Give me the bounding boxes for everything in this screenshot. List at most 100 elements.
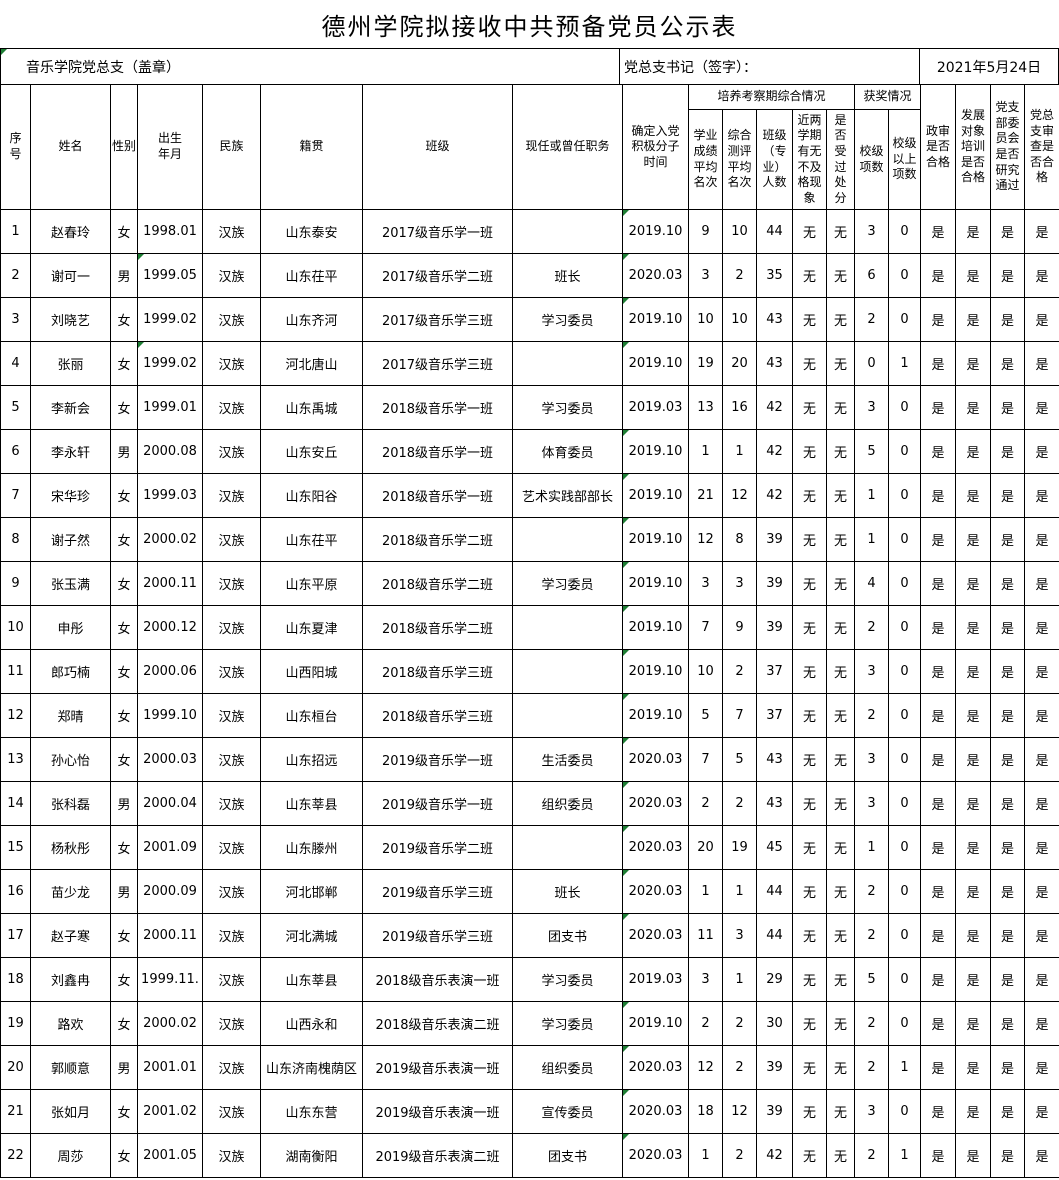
- cell-general_review: 是: [1024, 913, 1059, 958]
- cell-native: 山东莘县: [260, 957, 363, 1002]
- cell-position: [512, 341, 623, 386]
- cell-position: 学习委员: [512, 1001, 623, 1046]
- cell-failed: 无: [792, 385, 827, 430]
- date-cell: 2021年5月24日: [920, 48, 1059, 85]
- cell-gender: 男: [110, 781, 138, 826]
- cell-political: 是: [920, 253, 957, 298]
- cell-above_awards: 0: [887, 605, 922, 650]
- table-row: 13 孙心怡女 2000.03 汉族 山东招远 2019级音乐学一班 生活委员 2020.03…: [0, 737, 1059, 782]
- cell-political: 是: [920, 1001, 957, 1046]
- cell-general_review: 是: [1024, 1089, 1059, 1134]
- cell-ethnicity: 汉族: [202, 385, 261, 430]
- cell-branch_committee: 是: [990, 517, 1026, 562]
- cell-index: 12: [0, 693, 31, 738]
- cell-ethnicity: 汉族: [202, 913, 261, 958]
- cell-gender: 女: [110, 737, 138, 782]
- cell-class_size: 42: [756, 1133, 793, 1178]
- cell-political: 是: [920, 1089, 957, 1134]
- table-row: 1 赵春玲女 1998.01 汉族 山东泰安 2017级音乐学一班 2019.10 9 10 44…: [0, 209, 1059, 254]
- cell-native: 山东济南槐荫区: [260, 1045, 363, 1090]
- cell-failed: 无: [792, 473, 827, 518]
- cell-disciplined: 无: [826, 649, 855, 694]
- secretary-signature-cell: 党总支书记（签字）：: [620, 48, 920, 85]
- cell-failed: 无: [792, 297, 827, 342]
- cell-class: 2018级音乐表演一班: [362, 957, 513, 1002]
- cell-disciplined: 无: [826, 517, 855, 562]
- cell-general_review: 是: [1024, 1045, 1059, 1090]
- cell-disciplined: 无: [826, 341, 855, 386]
- cell-above_awards: 1: [887, 341, 922, 386]
- cell-class: 2018级音乐学一班: [362, 429, 513, 474]
- cell-branch_committee: 是: [990, 209, 1026, 254]
- cell-ethnicity: 汉族: [202, 957, 261, 1002]
- cell-failed: 无: [792, 253, 827, 298]
- table-row: 14 张科磊男 2000.04 汉族 山东莘县 2019级音乐学一班 组织委员 2020.03…: [0, 781, 1059, 826]
- cell-above_awards: 0: [887, 385, 922, 430]
- cell-school_awards: 6: [854, 253, 889, 298]
- cell-index: 8: [0, 517, 31, 562]
- cell-class: 2018级音乐学二班: [362, 605, 513, 650]
- cell-branch_committee: 是: [990, 1133, 1026, 1178]
- cell-eval_rank: 16: [722, 385, 757, 430]
- cell-training: 是: [955, 825, 992, 870]
- cell-native: 山西阳城: [260, 649, 363, 694]
- table-row: 18 刘鑫冉女 1999.11. 汉族 山东莘县 2018级音乐表演一班 学习委员 2019.…: [0, 957, 1059, 1002]
- cell-academic_rank: 9: [688, 209, 723, 254]
- cell-position: [512, 209, 623, 254]
- cell-branch_committee: 是: [990, 1089, 1026, 1134]
- cell-eval_rank: 3: [722, 561, 757, 606]
- cell-activist_date: 2019.10: [622, 649, 689, 694]
- cell-general_review: 是: [1024, 1001, 1059, 1046]
- cell-activist_date: 2019.03: [622, 385, 689, 430]
- cell-position: [512, 693, 623, 738]
- cell-school_awards: 2: [854, 1133, 889, 1178]
- cell-class: 2017级音乐学三班: [362, 297, 513, 342]
- cell-ethnicity: 汉族: [202, 649, 261, 694]
- cell-branch_committee: 是: [990, 781, 1026, 826]
- cell-native: 湖南衡阳: [260, 1133, 363, 1178]
- cell-disciplined: 无: [826, 693, 855, 738]
- cell-branch_committee: 是: [990, 957, 1026, 1002]
- cell-ethnicity: 汉族: [202, 209, 261, 254]
- col-header-index: 序 号: [0, 84, 31, 210]
- cell-birth: 2000.03: [137, 737, 203, 782]
- cell-general_review: 是: [1024, 693, 1059, 738]
- cell-name: 李新会: [30, 385, 111, 430]
- col-header-position: 现任或曾任职务: [512, 84, 623, 210]
- cell-native: 河北唐山: [260, 341, 363, 386]
- cell-political: 是: [920, 605, 957, 650]
- cell-branch_committee: 是: [990, 737, 1026, 782]
- cell-failed: 无: [792, 825, 827, 870]
- cell-position: 生活委员: [512, 737, 623, 782]
- cell-academic_rank: 3: [688, 253, 723, 298]
- cell-activist_date: 2019.10: [622, 517, 689, 562]
- table-row: 4 张丽女 1999.02 汉族 河北唐山 2017级音乐学三班 2019.10 19 20 43…: [0, 341, 1059, 386]
- cell-training: 是: [955, 473, 992, 518]
- cell-class: 2019级音乐学三班: [362, 913, 513, 958]
- cell-position: 学习委员: [512, 561, 623, 606]
- cell-native: 山东夏津: [260, 605, 363, 650]
- cell-birth: 1998.01: [137, 209, 203, 254]
- cell-academic_rank: 13: [688, 385, 723, 430]
- cell-native: 山西永和: [260, 1001, 363, 1046]
- cell-gender: 女: [110, 297, 138, 342]
- cell-gender: 女: [110, 1001, 138, 1046]
- cell-disciplined: 无: [826, 913, 855, 958]
- cell-name: 赵子寒: [30, 913, 111, 958]
- cell-native: 山东齐河: [260, 297, 363, 342]
- cell-branch_committee: 是: [990, 913, 1026, 958]
- cell-eval_rank: 10: [722, 297, 757, 342]
- cell-disciplined: 无: [826, 429, 855, 474]
- cell-political: 是: [920, 297, 957, 342]
- cell-above_awards: 0: [887, 781, 922, 826]
- cell-ethnicity: 汉族: [202, 473, 261, 518]
- cell-ethnicity: 汉族: [202, 561, 261, 606]
- cell-political: 是: [920, 869, 957, 914]
- cell-training: 是: [955, 1089, 992, 1134]
- cell-index: 22: [0, 1133, 31, 1178]
- cell-failed: 无: [792, 693, 827, 738]
- cell-general_review: 是: [1024, 209, 1059, 254]
- cell-name: 郭顺意: [30, 1045, 111, 1090]
- cell-position: [512, 605, 623, 650]
- cell-failed: 无: [792, 605, 827, 650]
